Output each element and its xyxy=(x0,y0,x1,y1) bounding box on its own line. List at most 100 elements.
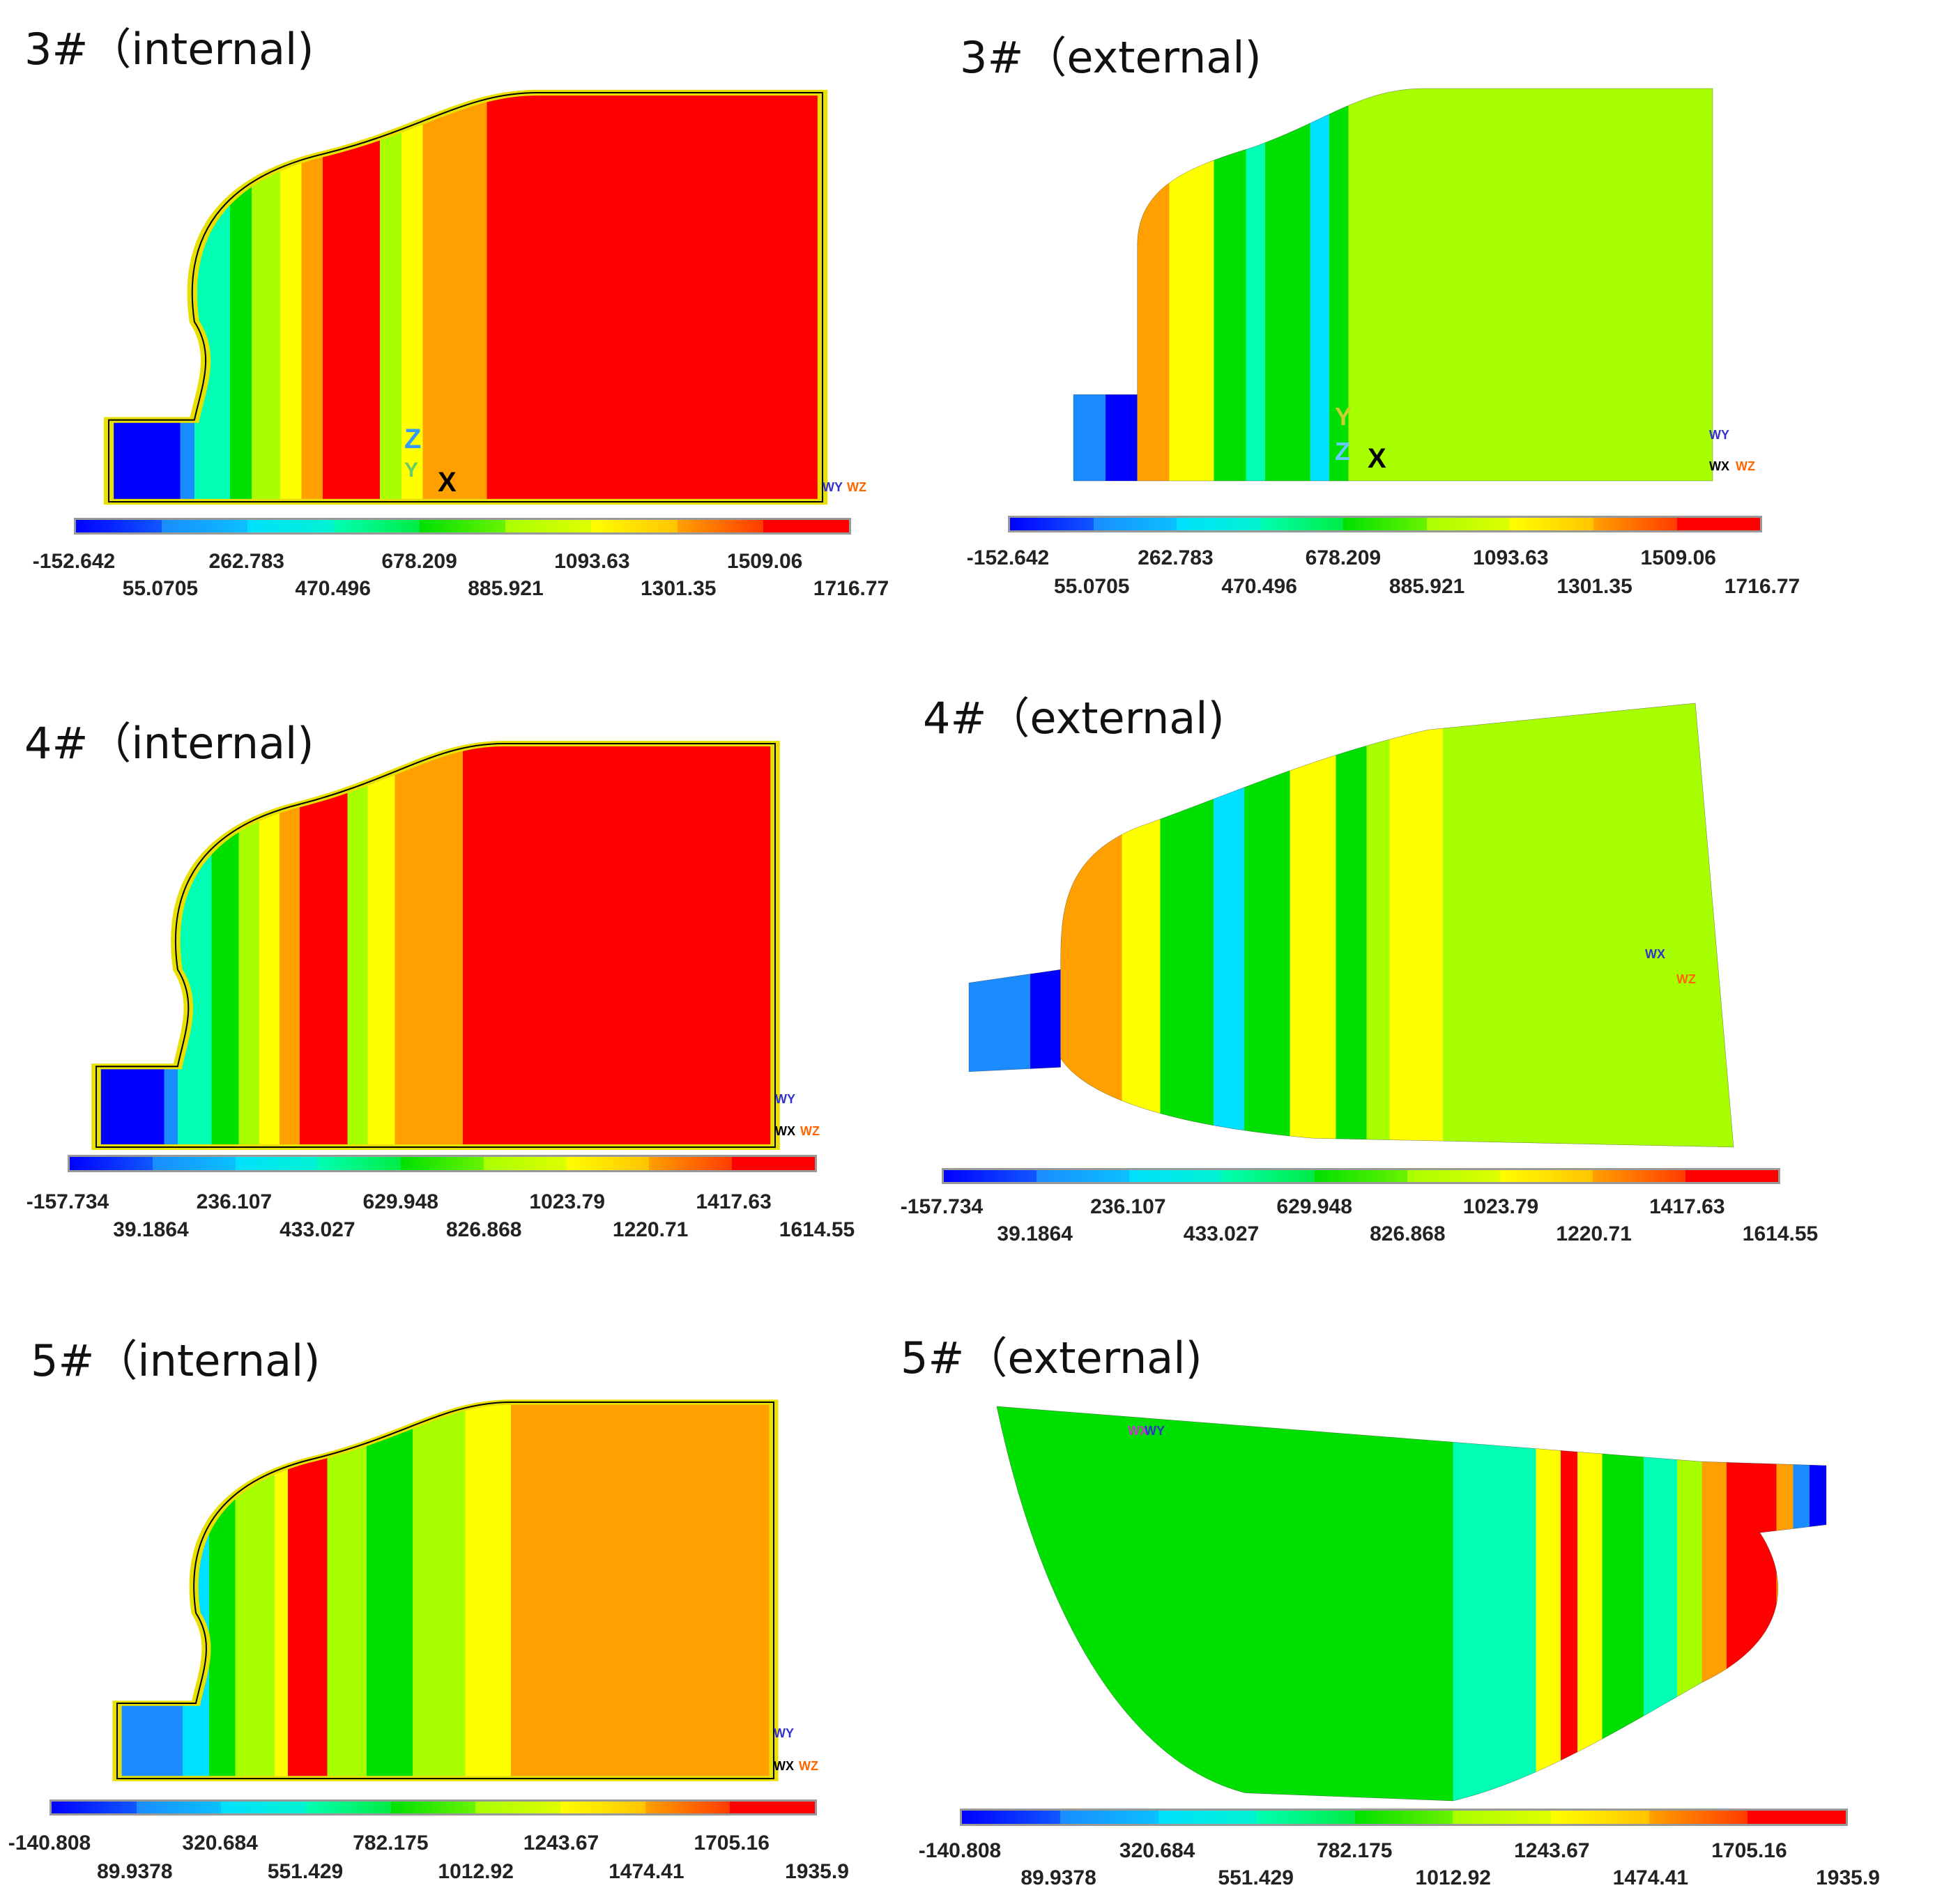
legend-label: -140.808 xyxy=(918,1839,1002,1862)
colorbar-segment xyxy=(1260,518,1344,530)
colorbar-segment xyxy=(730,1802,816,1813)
contour-plot xyxy=(109,93,823,502)
panel-title: 3#（external) xyxy=(960,32,1262,83)
legend-label: 1705.16 xyxy=(1711,1839,1787,1862)
colorbar-segment xyxy=(483,1157,567,1170)
axis-label: WX xyxy=(1128,1424,1148,1438)
axis-label: Y xyxy=(1335,402,1352,431)
colorbar-segment xyxy=(677,520,763,532)
legend-label: 885.921 xyxy=(468,577,544,600)
colorbar-segment xyxy=(1593,1170,1685,1182)
legend-label: 678.209 xyxy=(381,550,457,573)
legend-label: 55.0705 xyxy=(122,577,199,600)
legend-label: -152.642 xyxy=(966,546,1050,569)
colorbar-segment xyxy=(645,1802,731,1813)
colorbar-segment xyxy=(1649,1811,1748,1824)
legend-label: 320.684 xyxy=(182,1832,258,1855)
legend-label: 1509.06 xyxy=(726,550,803,573)
panel-title: 5#（internal) xyxy=(31,1335,321,1386)
legend-label: 629.948 xyxy=(1276,1195,1352,1218)
legend-label: 551.429 xyxy=(1218,1866,1294,1889)
legend-label: 433.027 xyxy=(1183,1222,1260,1245)
contour-shape xyxy=(103,89,828,505)
legend-label: 39.1864 xyxy=(113,1218,189,1241)
legend-label: 320.684 xyxy=(1119,1839,1195,1862)
colorbar-segment xyxy=(1676,518,1761,530)
outline xyxy=(117,1402,774,1779)
axis-label: WY xyxy=(1145,1424,1165,1438)
contour-shape xyxy=(969,703,1734,1147)
legend-label: 1935.9 xyxy=(1816,1866,1880,1889)
contour-plot xyxy=(997,1406,1826,1801)
legend-label: 39.1864 xyxy=(997,1222,1073,1245)
legend-label: 1301.35 xyxy=(1557,575,1632,598)
contour-plot xyxy=(117,1402,774,1779)
legend-label: 1417.63 xyxy=(696,1190,772,1213)
legend-label: 1705.16 xyxy=(694,1832,770,1855)
colorbar-segment xyxy=(1010,518,1094,530)
legend-label: 782.175 xyxy=(353,1832,429,1855)
colorbar-segment xyxy=(566,1157,650,1170)
legend-label: 826.868 xyxy=(1370,1222,1446,1245)
axis-label: WY xyxy=(774,1726,794,1740)
colorbar-segment xyxy=(221,1802,307,1813)
legend-label: 1243.67 xyxy=(1514,1839,1590,1862)
legend-label: -152.642 xyxy=(32,550,116,573)
legend-label: 262.783 xyxy=(1138,546,1214,569)
colorbar-segment xyxy=(649,1157,733,1170)
colorbar-segment xyxy=(1453,1811,1552,1824)
axis-label: WX xyxy=(1645,947,1665,961)
axis-label: WX xyxy=(1709,459,1729,473)
legend-label: 1220.71 xyxy=(1556,1222,1632,1245)
colorbar-segment xyxy=(152,1157,236,1170)
colorbar-segment xyxy=(1685,1170,1778,1182)
colorbar-segment xyxy=(1593,518,1677,530)
legend-label: 236.107 xyxy=(196,1190,273,1213)
colorbar-segment xyxy=(962,1811,1060,1824)
colorbar-segment xyxy=(1315,1170,1407,1182)
colorbar xyxy=(960,1809,1848,1826)
legend-label: 1474.41 xyxy=(1612,1866,1689,1889)
axis-label: X xyxy=(438,467,457,498)
colorbar-segment xyxy=(1222,1170,1315,1182)
axis-label: WZ xyxy=(800,1124,820,1138)
colorbar-segment xyxy=(235,1157,319,1170)
axis-label: WZ xyxy=(799,1759,818,1773)
axis-label: Y xyxy=(404,459,419,482)
colorbar-segment xyxy=(52,1802,137,1813)
legend-label: 1012.92 xyxy=(438,1860,514,1883)
colorbar-segment xyxy=(1256,1811,1355,1824)
axis-label: WZ xyxy=(1736,459,1755,473)
panel-title: 4#（internal) xyxy=(24,718,314,769)
colorbar-segment xyxy=(1551,1811,1650,1824)
legend-label: 1935.9 xyxy=(785,1860,849,1883)
panel-title: 3#（internal) xyxy=(24,24,314,75)
colorbar-segment xyxy=(1093,518,1177,530)
contour-shape xyxy=(997,1406,1826,1801)
colorbar-segment xyxy=(401,1157,484,1170)
colorbar xyxy=(1008,516,1762,532)
axis-label: WX xyxy=(774,1759,794,1773)
legend-label: 826.868 xyxy=(445,1218,522,1241)
legend-label: 1243.67 xyxy=(523,1832,599,1855)
axis-label: Z xyxy=(404,424,422,454)
colorbar-segment xyxy=(1510,518,1593,530)
legend-label: 885.921 xyxy=(1389,575,1465,598)
colorbar-segment xyxy=(419,520,506,532)
colorbar-segment xyxy=(944,1170,1037,1182)
colorbar-segment xyxy=(1354,1811,1453,1824)
legend-label: 1093.63 xyxy=(1473,546,1549,569)
legend-label: 782.175 xyxy=(1316,1839,1393,1862)
legend-label: 551.429 xyxy=(267,1860,344,1883)
legend-label: 470.496 xyxy=(1221,575,1297,598)
legend-label: 1012.92 xyxy=(1415,1866,1491,1889)
outline xyxy=(96,744,775,1147)
legend-label: 629.948 xyxy=(362,1190,438,1213)
axis-label: WZ xyxy=(1676,972,1696,986)
legend-label: 1614.55 xyxy=(779,1218,855,1241)
colorbar-segment xyxy=(1037,1170,1129,1182)
legend-label: 89.9378 xyxy=(1020,1866,1096,1889)
colorbar-segment xyxy=(247,520,334,532)
contour-shape xyxy=(91,740,780,1151)
